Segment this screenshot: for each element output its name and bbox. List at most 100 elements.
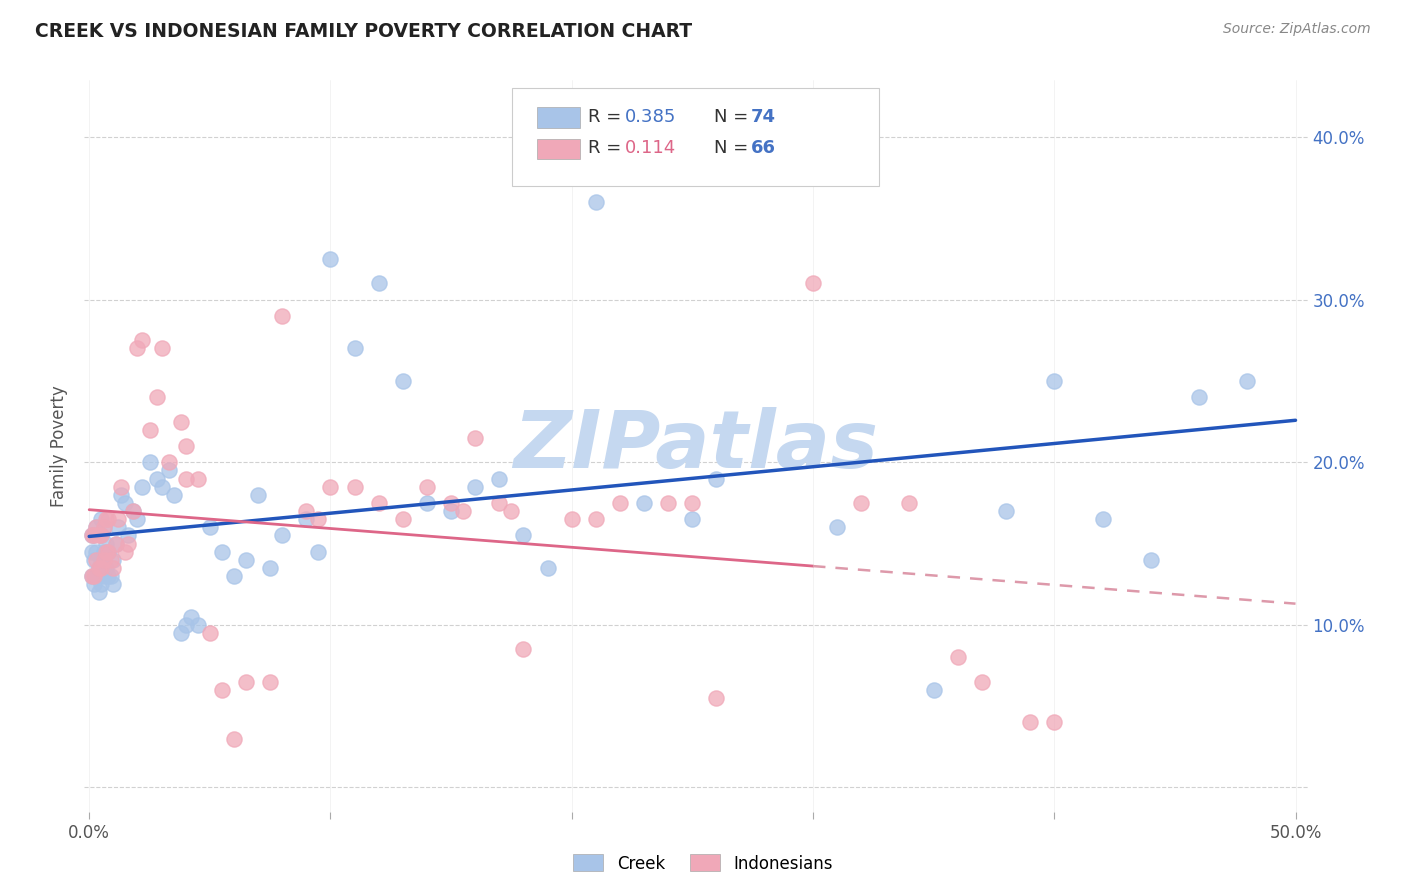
FancyBboxPatch shape [537,139,579,160]
Point [585,512,607,526]
Point [83,553,105,567]
Point [80,544,103,558]
Point [271,528,294,542]
FancyBboxPatch shape [513,87,880,186]
Point [131,334,153,348]
Point [100,569,122,583]
Point [259,561,281,575]
Point [180,609,202,624]
Point [170,415,193,429]
Point [343,480,366,494]
Point [464,431,486,445]
Point [922,682,945,697]
Point [103,577,125,591]
Point [174,617,197,632]
Point [657,496,679,510]
Point [247,488,270,502]
Point [83,528,105,542]
Point [110,488,132,502]
Point [114,544,136,558]
Point [117,536,139,550]
Point [97,544,120,558]
Point [86,569,108,583]
Point [94,512,117,526]
Text: 66: 66 [751,139,776,157]
Point [995,504,1018,518]
Point [162,488,184,502]
Point [536,561,558,575]
Point [512,528,534,542]
Point [307,512,329,526]
Point [561,162,583,177]
Point [1139,553,1161,567]
Point [93,544,115,558]
Point [150,480,173,494]
Point [440,504,463,518]
Point [367,496,389,510]
Point [150,342,173,356]
Point [83,569,105,583]
Point [121,504,143,518]
Point [157,455,180,469]
Point [198,520,221,534]
Point [187,617,209,632]
Text: 0.385: 0.385 [626,108,676,126]
Text: R =: R = [588,108,627,126]
Point [94,561,117,575]
Y-axis label: Family Poverty: Family Poverty [51,385,69,507]
Point [87,561,110,575]
Point [138,455,160,469]
Point [222,731,245,746]
Point [319,480,342,494]
Point [121,504,143,518]
Point [392,374,415,388]
Point [1091,512,1114,526]
Point [1043,374,1066,388]
Point [86,520,108,534]
Point [86,520,108,534]
Point [561,512,583,526]
Point [100,553,122,567]
Text: CREEK VS INDONESIAN FAMILY POVERTY CORRELATION CHART: CREEK VS INDONESIAN FAMILY POVERTY CORRE… [35,22,692,41]
Point [93,553,115,567]
Point [235,553,257,567]
Point [706,471,728,485]
Point [97,544,120,558]
Point [367,277,389,291]
Point [86,553,108,567]
Point [319,252,342,266]
Point [94,536,117,550]
Text: 74: 74 [751,108,776,126]
Point [488,496,510,510]
Point [174,471,197,485]
Point [898,496,921,510]
Text: Source: ZipAtlas.com: Source: ZipAtlas.com [1223,22,1371,37]
Point [1188,390,1211,404]
Point [114,496,136,510]
Legend: Creek, Indonesians: Creek, Indonesians [567,847,839,880]
Text: R =: R = [588,139,633,157]
Point [416,496,439,510]
Point [633,496,655,510]
Point [138,423,160,437]
Point [80,569,103,583]
Point [80,569,103,583]
Point [87,561,110,575]
Point [609,496,631,510]
Point [211,682,233,697]
Point [80,528,103,542]
Point [211,544,233,558]
Point [295,504,318,518]
Point [970,674,993,689]
Point [90,528,112,542]
Point [271,309,294,323]
Point [307,544,329,558]
Point [94,544,117,558]
Point [97,512,120,526]
Point [131,480,153,494]
Point [464,480,486,494]
Point [103,561,125,575]
Point [83,577,105,591]
Point [90,577,112,591]
Point [198,626,221,640]
